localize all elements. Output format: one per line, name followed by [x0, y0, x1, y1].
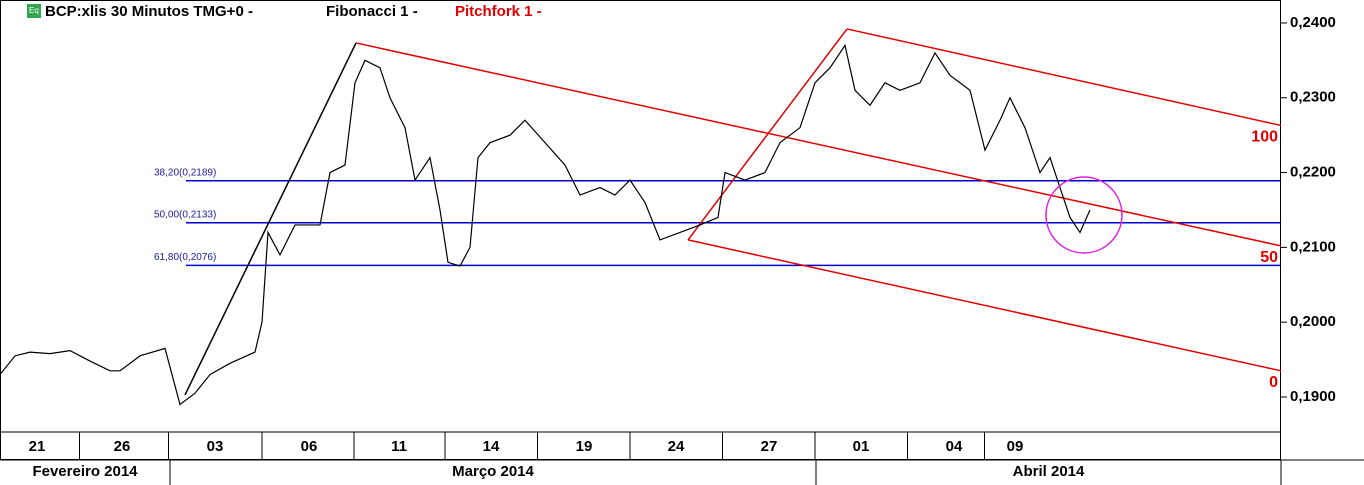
- price-line: [0, 43, 1091, 406]
- plot-frame: [0, 0, 1281, 460]
- pitchfork-label: 100: [1251, 129, 1278, 146]
- month-label: Abril 2014: [1013, 463, 1085, 480]
- badge: Eq: [29, 6, 39, 15]
- badge-icon: [27, 4, 41, 18]
- month-label: Fevereiro 2014: [32, 463, 138, 480]
- y-tick-label: 0,2400: [1290, 14, 1336, 31]
- study-label: Fibonacci 1 -: [326, 3, 418, 20]
- study-label: Pitchfork 1 -: [455, 3, 542, 20]
- pitchfork-line: [687, 239, 1282, 372]
- x-tick-label: 04: [946, 438, 963, 455]
- x-tick-label: 03: [207, 438, 224, 455]
- x-tick-label: 26: [114, 438, 131, 455]
- x-tick-label: 09: [1007, 438, 1024, 455]
- y-tick-label: 0,2100: [1290, 238, 1336, 255]
- x-tick-label: 24: [668, 438, 685, 455]
- pitchfork-label: 50: [1260, 249, 1278, 266]
- y-tick-label: 0,1900: [1290, 388, 1336, 405]
- pitchfork-handle: [687, 28, 848, 241]
- y-tick-label: 0,2300: [1290, 89, 1336, 106]
- highlight-circle: [1045, 176, 1123, 254]
- x-tick-label: 27: [761, 438, 778, 455]
- y-tick-label: 0,2000: [1290, 313, 1336, 330]
- pitchfork-line: [355, 42, 1282, 247]
- month-label: Março 2014: [452, 463, 534, 480]
- trend-line: [184, 42, 357, 396]
- fib-label: 50,00(0,2133): [154, 209, 216, 220]
- fib-label: 61,80(0,2076): [154, 252, 216, 263]
- pitchfork-line: [846, 28, 1282, 127]
- x-tick-label: 14: [483, 438, 500, 455]
- x-tick-label: 11: [391, 438, 407, 455]
- y-tick-label: 0,2200: [1290, 164, 1336, 181]
- x-tick-label: 06: [301, 438, 318, 455]
- x-tick-label: 19: [576, 438, 593, 455]
- pitchfork-label: 0: [1269, 374, 1278, 391]
- title: BCP:xlis 30 Minutos TMG+0 -: [45, 3, 253, 20]
- x-tick-label: 01: [853, 438, 870, 455]
- fib-label: 38,20(0,2189): [154, 167, 216, 178]
- x-tick-label: 21: [29, 438, 46, 455]
